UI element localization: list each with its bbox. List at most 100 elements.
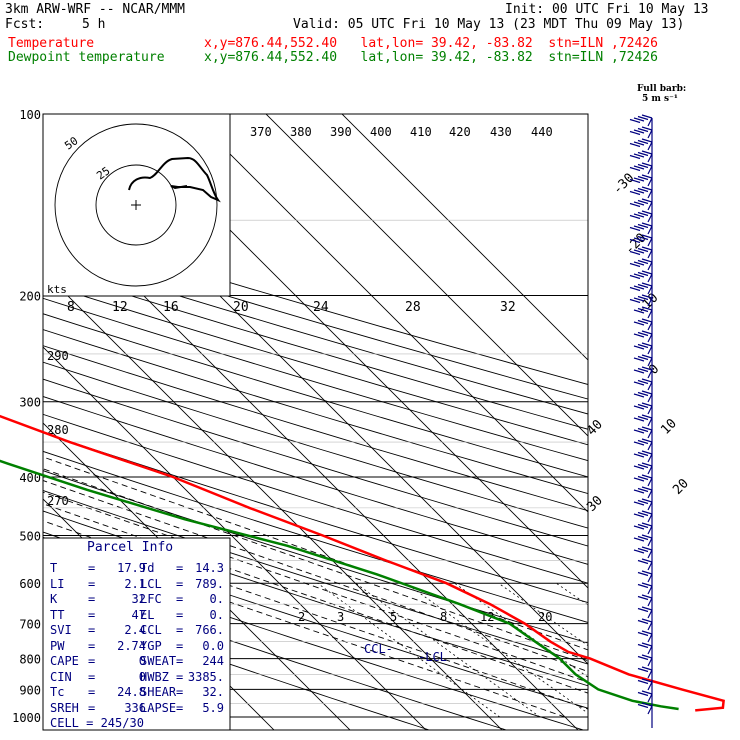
wind-barb bbox=[629, 162, 653, 175]
hodograph-unit: kts bbox=[47, 283, 67, 296]
dry-adiabat bbox=[43, 450, 588, 623]
parcel-cell: 336 bbox=[124, 700, 146, 715]
dry-adiabat-label: 270 bbox=[47, 494, 69, 508]
wind-barb bbox=[633, 378, 653, 391]
wind-barb bbox=[629, 294, 653, 307]
mixing-ratio-label: 2 bbox=[298, 610, 305, 624]
pressure-label: 700 bbox=[19, 618, 41, 632]
dry-adiabat bbox=[43, 575, 506, 730]
ccl-marker: CCL- bbox=[364, 642, 393, 656]
mixing-ratio-label: 3 bbox=[337, 610, 344, 624]
parcel-cell: = bbox=[176, 607, 184, 622]
wind-barb bbox=[633, 510, 653, 523]
wind-barb bbox=[629, 258, 653, 271]
moist-adiabat bbox=[43, 503, 588, 694]
moist-adiabat bbox=[43, 520, 588, 710]
wind-barb bbox=[629, 282, 653, 295]
wind-barb bbox=[633, 438, 653, 451]
theta-label: 430 bbox=[490, 125, 512, 139]
barb-legend-title: Full barb: bbox=[637, 84, 687, 94]
dry-adiabat bbox=[43, 329, 588, 495]
parcel-cell: = bbox=[176, 592, 184, 606]
temperature-trace bbox=[0, 414, 725, 712]
wind-barb bbox=[637, 558, 653, 571]
parcel-cell: 2.4 bbox=[124, 623, 146, 637]
hodograph-ring-label: 50 bbox=[62, 134, 80, 152]
parcel-cell: = bbox=[88, 607, 96, 622]
hodograph bbox=[42, 113, 231, 297]
parcel-cell: 2.1 bbox=[124, 576, 146, 591]
parcel-cell: T bbox=[50, 561, 58, 575]
pressure-label: 400 bbox=[19, 471, 41, 485]
wind-barb bbox=[637, 570, 653, 583]
wind-barb bbox=[633, 522, 653, 535]
parcel-row: PW = 2.74 YGP = 0.0 bbox=[50, 639, 230, 654]
parcel-info-box bbox=[42, 537, 231, 731]
wind-barb bbox=[633, 318, 653, 331]
dry-adiabat bbox=[43, 297, 588, 462]
parcel-cell: 0 bbox=[138, 654, 146, 668]
dry-adiabat bbox=[43, 432, 588, 604]
wind-barb bbox=[633, 306, 653, 319]
parcel-cell: 24.8 bbox=[117, 685, 146, 699]
theta-label: 380 bbox=[290, 125, 312, 139]
wind-barb bbox=[633, 426, 653, 439]
parcel-cell: EL bbox=[140, 607, 155, 622]
wind-barb bbox=[637, 678, 653, 691]
parcel-cell: LCL bbox=[140, 576, 162, 591]
wind-speed-tick: 12 bbox=[112, 300, 128, 315]
parcel-cell: LI bbox=[50, 576, 65, 591]
wind-barb bbox=[633, 402, 653, 415]
wind-speed-tick: 32 bbox=[500, 300, 516, 315]
parcel-cell: CIN bbox=[50, 669, 72, 684]
wind-barb bbox=[637, 702, 653, 715]
dry-adiabat-label: 280 bbox=[47, 423, 69, 437]
wind-barb bbox=[637, 666, 653, 679]
mixing-ratio-line bbox=[498, 582, 588, 647]
parcel-row: SREH = 336 LAPSE = 5.9 bbox=[50, 701, 230, 716]
wind-barb bbox=[633, 486, 653, 499]
parcel-row: K = 32 LFC = 0. bbox=[50, 592, 230, 607]
pressure-label: 900 bbox=[19, 683, 41, 697]
isotherm bbox=[43, 346, 427, 730]
parcel-cell: PW bbox=[50, 638, 65, 653]
parcel-cell: Td bbox=[140, 561, 155, 575]
wind-speed-tick: 24 bbox=[313, 300, 329, 315]
parcel-cell: LAPSE bbox=[140, 700, 177, 715]
theta-label: 420 bbox=[449, 125, 471, 139]
dewpoint-trace bbox=[0, 459, 679, 711]
mixing-ratio-label: 5 bbox=[390, 610, 397, 624]
wind-barb bbox=[633, 462, 653, 475]
dry-adiabat bbox=[43, 313, 588, 478]
parcel-info-title: Parcel Info bbox=[87, 540, 174, 555]
forecast-hours: 5 h bbox=[82, 17, 106, 32]
parcel-cell: 789. bbox=[195, 576, 224, 591]
wind-barb bbox=[629, 138, 653, 151]
parcel-cell: 766. bbox=[195, 623, 224, 637]
parcel-cell: = bbox=[88, 669, 96, 684]
theta-label: 370 bbox=[250, 125, 272, 139]
parcel-cell: 0 bbox=[138, 669, 146, 684]
parcel-cell: CAPE bbox=[50, 654, 79, 668]
dry-adiabat bbox=[43, 599, 429, 730]
theta-label: 410 bbox=[410, 125, 432, 139]
pressure-label: 800 bbox=[19, 653, 41, 667]
parcel-cell: 3385. bbox=[187, 669, 224, 684]
wind-barb bbox=[629, 222, 653, 235]
wind-barb bbox=[637, 654, 653, 667]
wind-barb bbox=[637, 690, 653, 703]
mixing-ratio-line bbox=[317, 582, 501, 718]
dewpoint-legend: Dewpoint temperature bbox=[8, 50, 165, 65]
parcel-cell: = bbox=[88, 623, 96, 637]
wind-barb bbox=[633, 534, 653, 547]
parcel-row: SVI = 2.4 CCL = 766. bbox=[50, 623, 230, 638]
parcel-row: LI = 2.1 LCL = 789. bbox=[50, 577, 230, 592]
isotherm bbox=[265, 114, 588, 437]
parcel-cell: SREH bbox=[50, 700, 79, 715]
wind-barb bbox=[633, 330, 653, 343]
isotherm bbox=[43, 194, 579, 730]
parcel-row: TT = 47 EL = 0. bbox=[50, 608, 230, 623]
wind-barb bbox=[637, 594, 653, 607]
parcel-cell: = bbox=[88, 685, 96, 699]
parcel-cell: CCL bbox=[140, 623, 162, 637]
